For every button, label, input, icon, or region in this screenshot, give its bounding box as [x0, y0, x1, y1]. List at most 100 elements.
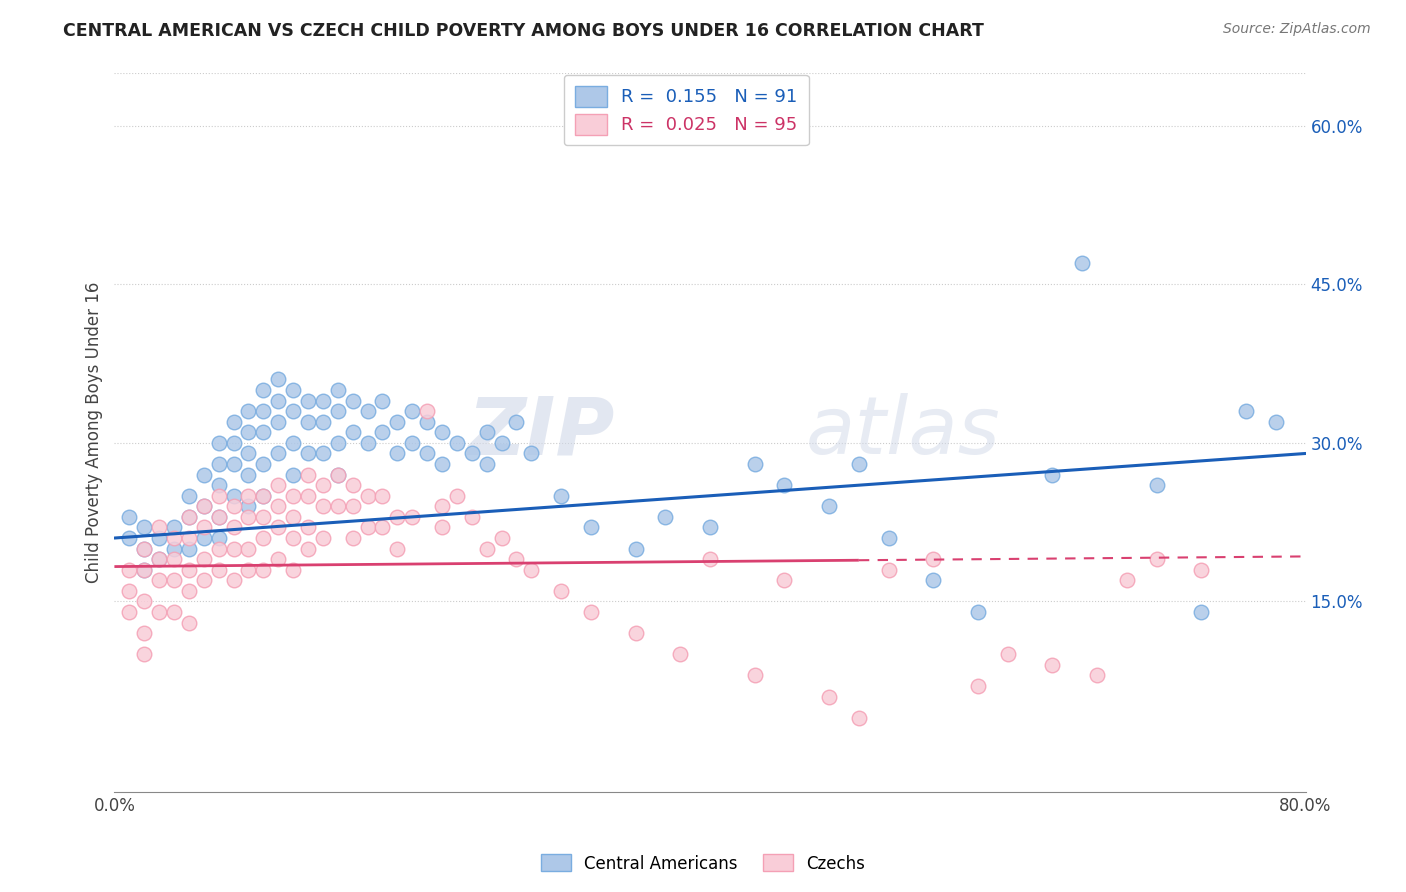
Point	[297, 467, 319, 482]
Point	[401, 436, 423, 450]
Point	[252, 425, 274, 440]
Point	[238, 541, 260, 556]
Point	[193, 500, 215, 514]
Point	[297, 446, 319, 460]
Point	[997, 648, 1019, 662]
Point	[252, 563, 274, 577]
Point	[163, 520, 186, 534]
Point	[699, 520, 721, 534]
Point	[744, 668, 766, 682]
Text: CENTRAL AMERICAN VS CZECH CHILD POVERTY AMONG BOYS UNDER 16 CORRELATION CHART: CENTRAL AMERICAN VS CZECH CHILD POVERTY …	[63, 22, 984, 40]
Point	[297, 520, 319, 534]
Point	[342, 531, 364, 545]
Point	[967, 605, 990, 619]
Point	[148, 574, 170, 588]
Point	[134, 648, 156, 662]
Point	[550, 583, 572, 598]
Point	[312, 478, 335, 492]
Point	[922, 574, 945, 588]
Point	[326, 404, 349, 418]
Point	[252, 404, 274, 418]
Point	[356, 436, 378, 450]
Point	[267, 446, 290, 460]
Point	[118, 509, 141, 524]
Point	[281, 489, 304, 503]
Text: Source: ZipAtlas.com: Source: ZipAtlas.com	[1223, 22, 1371, 37]
Point	[252, 509, 274, 524]
Point	[222, 520, 245, 534]
Point	[134, 563, 156, 577]
Point	[342, 425, 364, 440]
Point	[818, 690, 841, 704]
Point	[281, 531, 304, 545]
Point	[387, 415, 409, 429]
Legend: R =  0.155   N = 91, R =  0.025   N = 95: R = 0.155 N = 91, R = 0.025 N = 95	[564, 75, 808, 145]
Point	[475, 457, 498, 471]
Point	[430, 500, 453, 514]
Point	[387, 446, 409, 460]
Point	[326, 500, 349, 514]
Point	[134, 563, 156, 577]
Point	[1071, 256, 1094, 270]
Point	[222, 457, 245, 471]
Point	[550, 489, 572, 503]
Point	[238, 467, 260, 482]
Point	[134, 594, 156, 608]
Y-axis label: Child Poverty Among Boys Under 16: Child Poverty Among Boys Under 16	[86, 282, 103, 583]
Point	[1189, 563, 1212, 577]
Point	[773, 574, 796, 588]
Point	[252, 489, 274, 503]
Point	[148, 552, 170, 566]
Point	[208, 509, 231, 524]
Point	[416, 446, 439, 460]
Point	[312, 393, 335, 408]
Point	[297, 489, 319, 503]
Point	[281, 404, 304, 418]
Point	[177, 509, 200, 524]
Point	[848, 711, 870, 725]
Point	[520, 446, 543, 460]
Point	[461, 446, 484, 460]
Point	[1234, 404, 1257, 418]
Point	[773, 478, 796, 492]
Point	[193, 520, 215, 534]
Point	[193, 552, 215, 566]
Point	[416, 404, 439, 418]
Point	[193, 574, 215, 588]
Point	[267, 500, 290, 514]
Point	[252, 383, 274, 397]
Point	[208, 563, 231, 577]
Point	[222, 541, 245, 556]
Point	[222, 436, 245, 450]
Point	[208, 478, 231, 492]
Point	[177, 531, 200, 545]
Point	[312, 500, 335, 514]
Point	[222, 574, 245, 588]
Point	[177, 583, 200, 598]
Point	[877, 563, 900, 577]
Point	[1085, 668, 1108, 682]
Point	[430, 425, 453, 440]
Point	[118, 605, 141, 619]
Point	[579, 520, 602, 534]
Point	[371, 425, 394, 440]
Point	[312, 446, 335, 460]
Point	[475, 425, 498, 440]
Point	[922, 552, 945, 566]
Point	[238, 404, 260, 418]
Point	[401, 509, 423, 524]
Point	[238, 509, 260, 524]
Point	[1042, 467, 1064, 482]
Point	[491, 531, 513, 545]
Point	[387, 541, 409, 556]
Point	[118, 583, 141, 598]
Point	[267, 415, 290, 429]
Point	[967, 679, 990, 693]
Point	[208, 509, 231, 524]
Point	[134, 541, 156, 556]
Point	[579, 605, 602, 619]
Point	[222, 500, 245, 514]
Point	[1042, 657, 1064, 672]
Point	[267, 372, 290, 386]
Point	[238, 489, 260, 503]
